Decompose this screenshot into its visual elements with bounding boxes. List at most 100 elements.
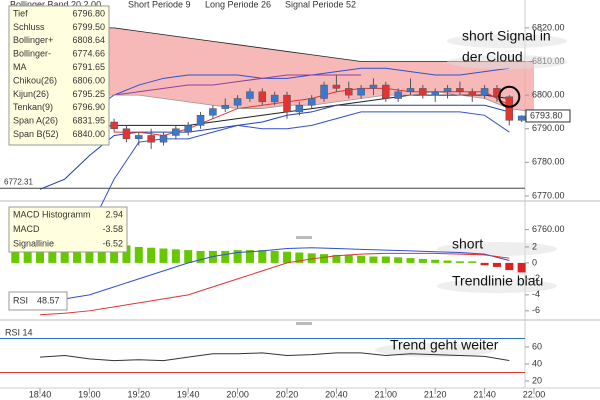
candle-body: [394, 91, 402, 99]
x-tick-label: 18:40: [29, 389, 52, 399]
histogram-bar: [97, 243, 106, 263]
legend-value: 6808.64: [72, 35, 105, 45]
legend-value: 6840.00: [72, 129, 105, 139]
histogram-bar: [73, 242, 82, 263]
legend-name: MACD: [13, 224, 40, 234]
candle-body: [270, 94, 279, 103]
histogram-bar: [443, 260, 452, 263]
histogram-bar: [258, 250, 267, 263]
indicator-setting: Short Periode 9: [128, 0, 191, 9]
x-tick-label: 20:00: [226, 389, 249, 399]
last-price-label: 6793.80: [530, 110, 563, 120]
y-tick-label: 6790.00: [532, 123, 565, 133]
candle-body: [382, 84, 390, 99]
legend-value: 6791.65: [72, 62, 105, 72]
annotation-shadow: [447, 34, 567, 48]
annotation: short: [452, 236, 483, 252]
candle-body: [135, 135, 143, 140]
legend-name: Chikou(26): [13, 75, 57, 85]
histogram-bar: [344, 254, 353, 263]
candle-body: [122, 128, 131, 140]
histogram-bar: [394, 257, 403, 263]
candle-body: [505, 96, 514, 121]
histogram-bar: [270, 250, 279, 263]
legend-box: [8, 5, 110, 146]
legend-value: 6774.66: [72, 49, 105, 59]
annotation-shadow: [437, 279, 557, 293]
y-tick-label: 0: [532, 257, 537, 267]
histogram-bar: [517, 262, 526, 273]
legend-name: Span A(26): [13, 116, 58, 126]
y-tick-label: 6760.00: [532, 224, 565, 234]
legend-value: 48.57: [37, 295, 60, 305]
x-tick-label: 20:40: [325, 389, 348, 399]
indicator-line: [114, 74, 362, 96]
histogram-bar: [492, 262, 501, 267]
macd-line: [39, 247, 510, 304]
annotation: Trend geht weiter: [390, 337, 499, 353]
legend-name: Bollinger+: [13, 35, 53, 45]
candle-body: [283, 94, 291, 113]
indicator-line: [39, 104, 510, 190]
candle-body: [159, 135, 168, 143]
candle-body: [345, 88, 353, 96]
legend-name: MA: [13, 62, 27, 72]
annotation-shadow: [375, 343, 495, 357]
drag-handle[interactable]: [296, 322, 312, 325]
candle-body: [517, 115, 526, 121]
y-tick-label: 6780.00: [532, 157, 565, 167]
candle-body: [258, 91, 267, 103]
candle-body: [110, 121, 118, 129]
macd-line: [39, 252, 510, 316]
annotation: short Signal in: [462, 28, 551, 44]
annotation-shadow: [447, 55, 567, 69]
annotation: der Cloud: [462, 49, 523, 65]
y-tick-label: 6800.00: [532, 90, 565, 100]
histogram-bar: [357, 255, 366, 263]
histogram-bar: [320, 254, 329, 263]
histogram-bar: [295, 252, 304, 263]
y-tick-label: -4: [532, 289, 540, 299]
legend-value: 6795.25: [72, 89, 105, 99]
legend-name: Kijun(26): [13, 89, 49, 99]
histogram-bar: [233, 250, 242, 263]
candle-body: [406, 88, 415, 93]
rsi-line: [39, 352, 510, 362]
histogram-bar: [110, 244, 119, 263]
histogram-bar: [221, 250, 230, 263]
histogram-bar: [122, 245, 131, 263]
legend-name: Span B(52): [13, 129, 59, 139]
y-tick-label: 40: [532, 358, 542, 368]
x-tick-label: 20:20: [276, 389, 299, 399]
marker-label: 6772.31: [4, 177, 33, 186]
legend-value: 6796.80: [72, 8, 105, 18]
candle-body: [468, 91, 476, 96]
drag-handle[interactable]: [296, 236, 312, 239]
histogram-bar: [332, 254, 341, 263]
candle-body: [357, 88, 365, 96]
candle-body: [419, 88, 427, 96]
histogram-bar: [480, 262, 489, 266]
histogram-bar: [196, 250, 205, 263]
candle-body: [221, 104, 229, 109]
histogram-bar: [468, 261, 477, 263]
x-tick-label: 21:40: [473, 389, 496, 399]
histogram-bar: [134, 246, 143, 263]
legend-value: -6.52: [102, 238, 123, 248]
legend-box: [8, 291, 68, 311]
y-tick-label: 20: [532, 375, 542, 385]
x-tick-label: 19:00: [78, 389, 101, 399]
panel-title: RSI 14: [5, 327, 33, 337]
candle-body: [147, 135, 155, 143]
histogram-bar: [184, 250, 193, 263]
candle-body: [295, 104, 304, 113]
indicator-setting: Bollinger Band 20 2.00: [10, 0, 101, 9]
histogram-bar: [171, 249, 180, 263]
y-tick-label: 6820.00: [532, 22, 565, 32]
legend-name: Signallinie: [13, 238, 54, 248]
histogram-bar: [159, 248, 168, 263]
legend-name: MACD Histogramm: [13, 209, 91, 219]
y-tick-label: 60: [532, 341, 542, 351]
histogram-bar: [455, 261, 464, 263]
histogram-bar: [381, 256, 390, 263]
